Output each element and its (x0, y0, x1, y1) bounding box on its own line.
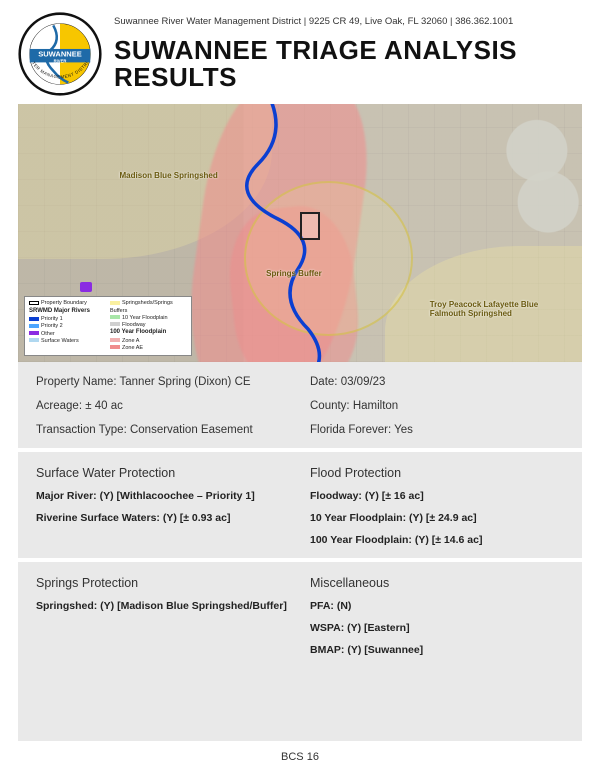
surface-water-title: Surface Water Protection (36, 466, 290, 480)
springs-title: Springs Protection (36, 576, 290, 590)
property-acreage: Acreage: ± 40 ac (36, 400, 290, 412)
map-legend: Property Boundary SRWMD Major Rivers Pri… (24, 296, 192, 356)
major-river: Major River: (Y) [Withlacoochee – Priori… (36, 490, 290, 502)
wspa: WSPA: (Y) [Eastern] (310, 622, 564, 634)
legend-fw: Floodway (122, 322, 146, 328)
legend-fp100-title: 100 Year Floodplain (110, 329, 187, 337)
property-txn: Transaction Type: Conservation Easement (36, 424, 290, 436)
floodway: Floodway: (Y) [± 16 ac] (310, 490, 564, 502)
legend-sw: Surface Waters (41, 338, 79, 344)
springs-misc-section: Springs Protection Springshed: (Y) [Madi… (18, 562, 582, 668)
riverine: Riverine Surface Waters: (Y) [± 0.93 ac] (36, 512, 290, 524)
map-label-madison: Madison Blue Springshed (120, 171, 218, 180)
legend-rivers-title: SRWMD Major Rivers (29, 308, 106, 316)
results-sections: Property Name: Tanner Spring (Dixon) CE … (18, 362, 582, 741)
triage-map: Madison Blue Springshed Springs Buffer T… (18, 104, 582, 362)
legend-p2: Priority 2 (41, 323, 63, 329)
bmap: BMAP: (Y) [Suwannee] (310, 644, 564, 656)
title-line-2: RESULTS (114, 64, 582, 91)
parcel-marker-icon (80, 282, 92, 292)
fp100: 100 Year Floodplain: (Y) [± 14.6 ac] (310, 534, 564, 546)
page-footer: BCS 16 (0, 741, 600, 777)
svg-text:SUWANNEE: SUWANNEE (38, 50, 82, 59)
misc-title: Miscellaneous (310, 576, 564, 590)
legend-p1: Priority 1 (41, 316, 63, 322)
header-text: Suwannee River Water Management District… (114, 12, 582, 92)
fp10: 10 Year Floodplain: (Y) [± 24.9 ac] (310, 512, 564, 524)
property-name: Property Name: Tanner Spring (Dixon) CE (36, 376, 290, 388)
property-info-section: Property Name: Tanner Spring (Dixon) CE … (18, 362, 582, 452)
water-flood-section: Surface Water Protection Major River: (Y… (18, 452, 582, 562)
property-ff: Florida Forever: Yes (310, 424, 564, 436)
property-county: County: Hamilton (310, 400, 564, 412)
pfa: PFA: (N) (310, 600, 564, 612)
legend-za: Zone A (122, 338, 139, 344)
legend-fp10: 10 Year Floodplain (122, 315, 168, 321)
title-line-1: SUWANNEE TRIAGE ANALYSIS (114, 37, 582, 64)
property-date: Date: 03/09/23 (310, 376, 564, 388)
flood-title: Flood Protection (310, 466, 564, 480)
org-line: Suwannee River Water Management District… (114, 16, 582, 27)
property-boundary-icon (300, 212, 320, 240)
page-title: SUWANNEE TRIAGE ANALYSIS RESULTS (114, 37, 582, 92)
svg-text:RIVER: RIVER (54, 58, 67, 63)
srwmd-logo-icon: SUWANNEE RIVER WATER MANAGEMENT DISTRICT (18, 12, 102, 96)
legend-p3: Other (41, 331, 55, 337)
legend-prop: Property Boundary (41, 300, 87, 306)
header: SUWANNEE RIVER WATER MANAGEMENT DISTRICT… (0, 0, 600, 104)
map-container: Madison Blue Springshed Springs Buffer T… (0, 104, 600, 362)
page: SUWANNEE RIVER WATER MANAGEMENT DISTRICT… (0, 0, 600, 777)
springshed: Springshed: (Y) [Madison Blue Springshed… (36, 600, 290, 612)
map-label-buffer: Springs Buffer (266, 269, 322, 278)
legend-zae: Zone AE (122, 345, 143, 351)
map-label-troy: Troy Peacock Lafayette Blue Falmouth Spr… (430, 300, 560, 318)
